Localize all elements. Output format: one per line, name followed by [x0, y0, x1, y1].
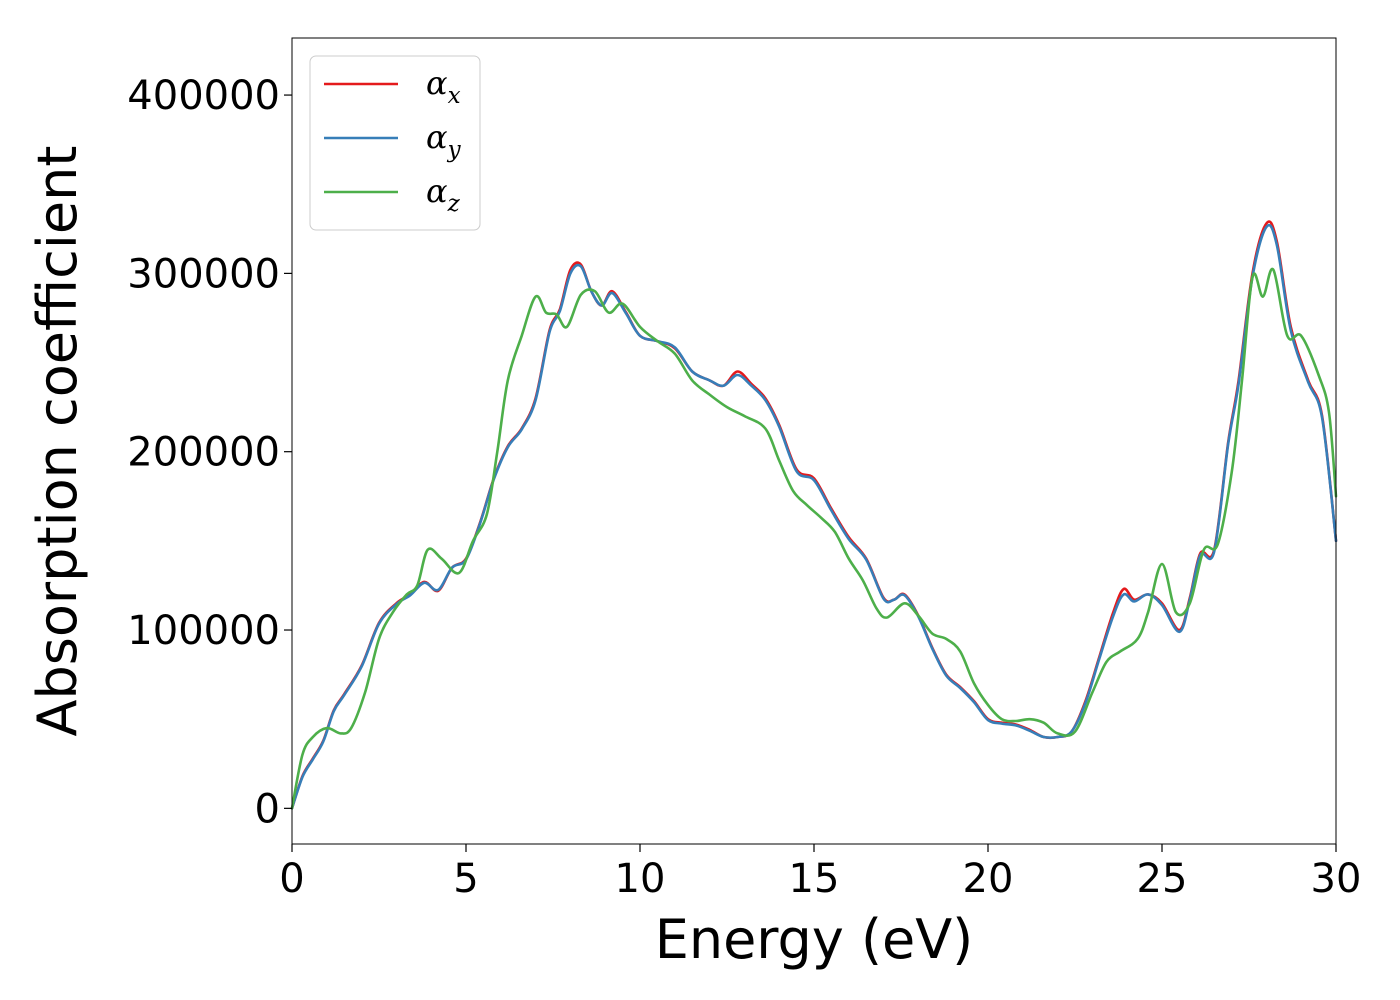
legend-label-y: αy — [426, 118, 462, 163]
y-tick-label: 400000 — [127, 73, 280, 119]
series-line-α-x — [290, 220, 1338, 810]
x-axis-ticks: 0 5 10 15 20 25 30 — [279, 844, 1361, 902]
series-layer — [290, 220, 1338, 810]
x-tick-label: 30 — [1311, 856, 1362, 902]
y-tick-label: 0 — [255, 786, 280, 832]
x-tick-label: 20 — [963, 856, 1014, 902]
x-axis-title: Energy (eV) — [655, 908, 974, 971]
series-line-α-z — [290, 267, 1338, 810]
x-tick-label: 10 — [615, 856, 666, 902]
legend-label-z: αz — [426, 172, 461, 217]
legend-box — [309, 55, 481, 231]
y-tick-label: 200000 — [127, 430, 280, 476]
y-axis-ticks: 0 100000 200000 300000 400000 — [127, 73, 292, 832]
series-line-α-y — [290, 223, 1338, 810]
y-tick-label: 300000 — [127, 251, 280, 297]
y-tick-label: 100000 — [127, 608, 280, 654]
legend-label-x: αx — [426, 64, 461, 109]
x-tick-label: 25 — [1137, 856, 1188, 902]
x-tick-label: 15 — [789, 856, 840, 902]
x-tick-label: 0 — [279, 856, 304, 902]
y-axis-title: Absorption coefficient — [26, 146, 89, 737]
x-tick-label: 5 — [453, 856, 478, 902]
legend: αx αy αz — [309, 55, 481, 231]
